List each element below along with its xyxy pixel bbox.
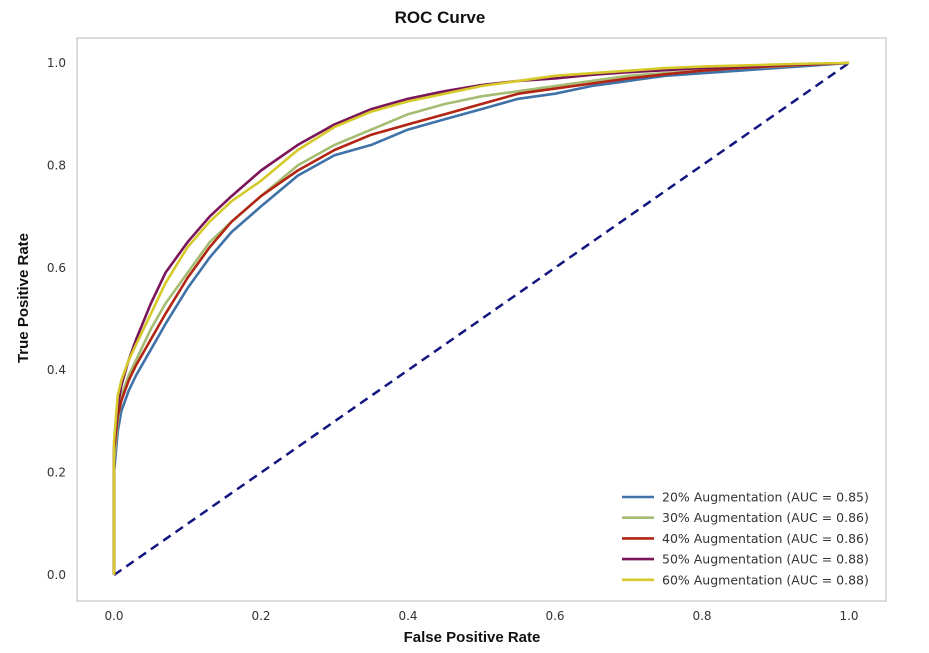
y-tick-label: 0.4 [47, 363, 66, 377]
x-axis-label: False Positive Rate [404, 629, 541, 646]
series-lines [112, 61, 850, 575]
x-tick-label: 1.0 [839, 609, 858, 623]
x-tick-label: 0.4 [398, 609, 417, 623]
chart-title: ROC Curve [395, 8, 486, 27]
y-axis-label: True Positive Rate [15, 233, 32, 363]
x-tick-label: 0.8 [692, 609, 711, 623]
series-line-5 [112, 61, 850, 575]
legend: 20% Augmentation (AUC = 0.85) 30% Augment… [622, 490, 869, 587]
legend-label-4: 50% Augmentation (AUC = 0.88) [662, 552, 869, 567]
plot-area [76, 37, 887, 602]
legend-label-5: 60% Augmentation (AUC = 0.88) [662, 572, 869, 587]
y-tick-label: 0.8 [47, 158, 66, 172]
x-tick-label: 0.0 [104, 609, 123, 623]
x-axis-ticks: 0.0 0.2 0.4 0.6 0.8 1.0 [104, 609, 858, 623]
y-tick-label: 0.2 [47, 466, 66, 480]
x-tick-label: 0.6 [545, 609, 564, 623]
legend-label-1: 20% Augmentation (AUC = 0.85) [662, 490, 869, 505]
y-tick-label: 0.0 [47, 568, 66, 582]
y-axis-ticks: 0.0 0.2 0.4 0.6 0.8 1.0 [47, 56, 66, 582]
series-line-1 [112, 61, 850, 575]
y-tick-label: 0.6 [47, 261, 66, 275]
x-tick-label: 0.2 [251, 609, 270, 623]
legend-label-3: 40% Augmentation (AUC = 0.86) [662, 531, 869, 546]
y-tick-label: 1.0 [47, 56, 66, 70]
legend-label-2: 30% Augmentation (AUC = 0.86) [662, 510, 869, 525]
series-line-3 [112, 61, 850, 575]
